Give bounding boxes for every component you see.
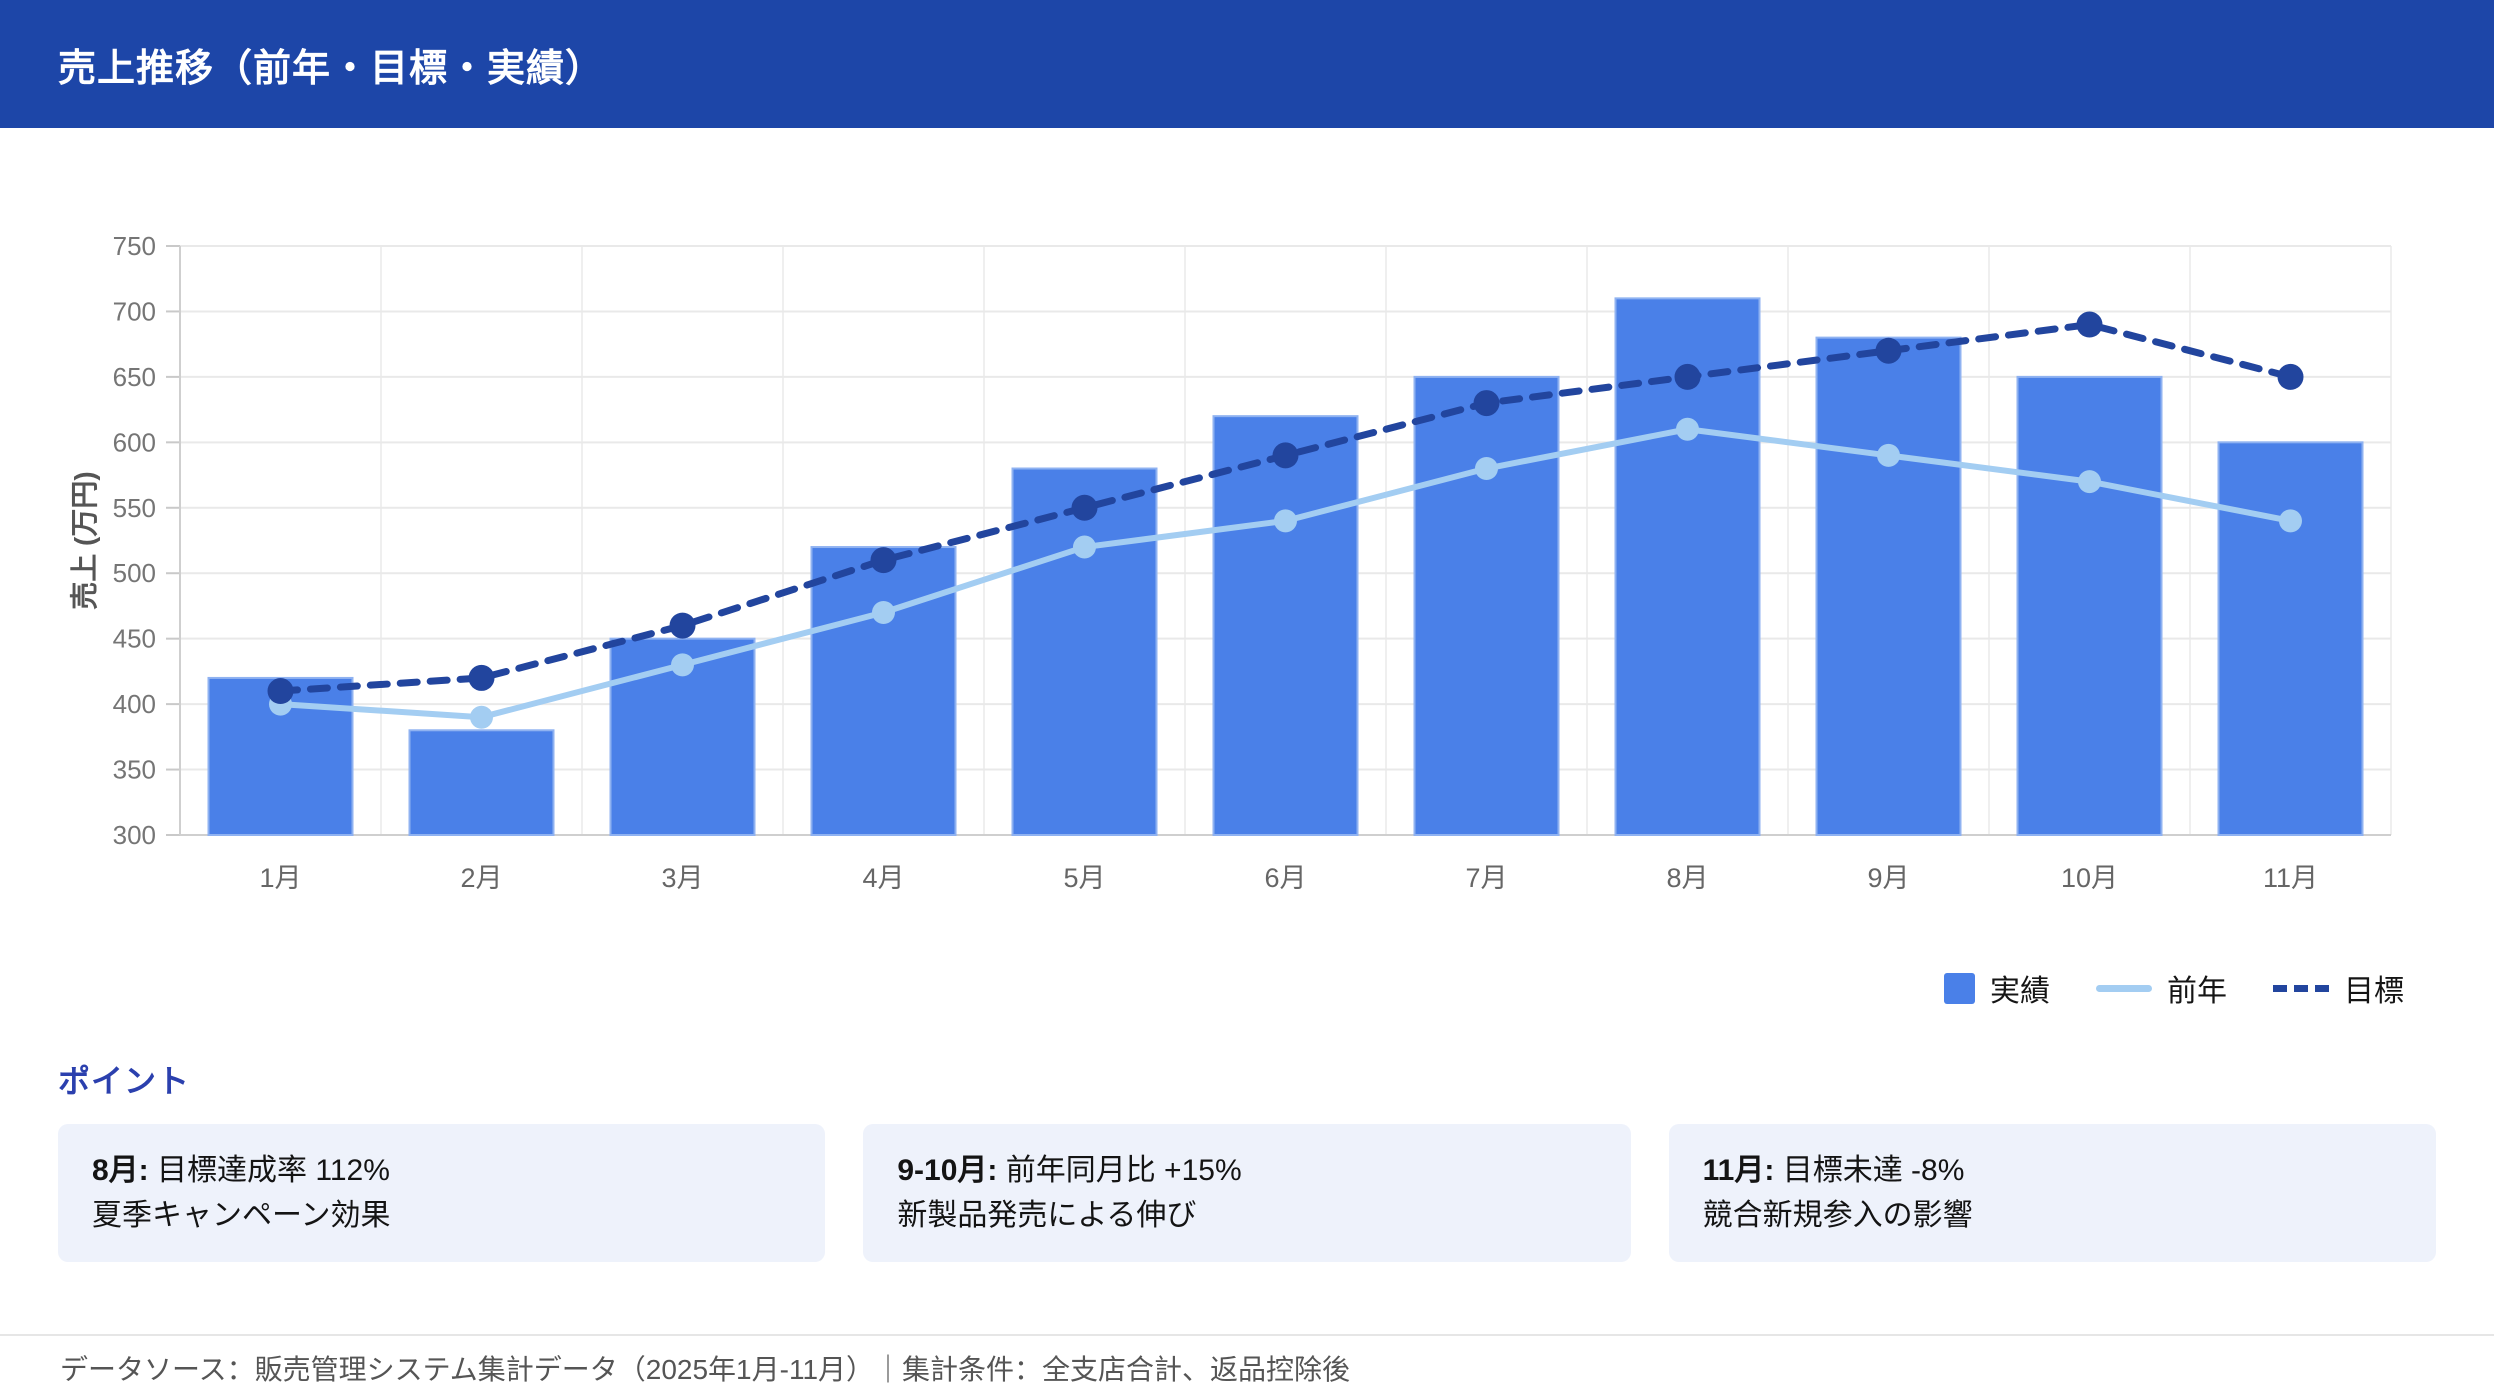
points-cards: 8月: 目標達成率 112% 夏季キャンペーン効果 9-10月: 前年同月比 +… (58, 1124, 2436, 1262)
chart-legend: 実績 前年 目標 (1944, 966, 2404, 1010)
point-card-line1: 8月: 目標達成率 112% (92, 1148, 791, 1193)
x-tick-label: 10月 (2061, 863, 2118, 893)
前年-point-7月 (1475, 457, 1498, 481)
x-tick-label: 2月 (460, 863, 502, 893)
bar-6月 (1212, 415, 1359, 836)
actual-bar-swatch-icon (1944, 972, 1975, 1004)
目標-point-2月 (468, 664, 495, 691)
report-title: 売上推移（前年・目標・実績） (58, 47, 605, 90)
legend-item-target: 目標 (2273, 966, 2404, 1010)
point-card-text: 目標達成率 112% (157, 1154, 390, 1187)
目標-point-5月 (1071, 494, 1098, 521)
prev-year-line-swatch-icon (2096, 984, 2152, 992)
x-tick-label: 7月 (1465, 863, 1507, 893)
x-tick-label: 9月 (1867, 863, 1909, 893)
目標-point-10月 (2076, 311, 2103, 338)
point-card-note: 夏季キャンペーン効果 (92, 1199, 391, 1232)
report-header: 売上推移（前年・目標・実績） (0, 0, 2494, 128)
前年-point-8月 (1676, 417, 1699, 441)
point-card-note: 新製品発売による伸び (897, 1199, 1197, 1232)
x-tick-label: 1月 (259, 863, 301, 893)
x-tick-label: 5月 (1063, 863, 1105, 893)
point-card-sep-oct: 9-10月: 前年同月比 +15% 新製品発売による伸び (863, 1124, 1631, 1262)
x-tick-label: 6月 (1264, 863, 1306, 893)
y-tick-label: 750 (113, 231, 156, 261)
目標-point-7月 (1473, 390, 1500, 417)
前年-point-5月 (1073, 535, 1096, 559)
前年-point-10月 (2078, 470, 2101, 494)
前年-point-11月 (2279, 509, 2302, 533)
sales-chart-canvas: 300 350 400 450 500 550 600 650 700 750 売上 (万円) 1月 2… (69, 231, 2392, 893)
point-card-label: 9-10月: (897, 1154, 998, 1187)
目標-point-3月 (669, 612, 696, 639)
y-tick-label: 500 (113, 558, 156, 588)
目標-point-4月 (870, 547, 897, 574)
point-card-november: 11月: 目標未達 -8% 競合新規参入の影響 (1668, 1124, 2436, 1262)
y-tick-label: 700 (113, 296, 156, 326)
y-tick-label: 650 (113, 362, 156, 392)
x-tick-label: 8月 (1666, 863, 1708, 893)
target-dashed-line-swatch-icon (2273, 984, 2329, 992)
legend-item-actual: 実績 (1944, 966, 2050, 1010)
point-card-note: 競合新規参入の影響 (1702, 1199, 1973, 1232)
目標-point-11月 (2277, 363, 2304, 390)
y-axis-title: 売上 (万円) (69, 471, 100, 609)
x-tick-label: 3月 (661, 863, 703, 893)
point-card-line1: 9-10月: 前年同月比 +15% (897, 1148, 1596, 1193)
point-card-august: 8月: 目標達成率 112% 夏季キャンペーン効果 (58, 1124, 826, 1262)
bar-4月 (810, 546, 957, 836)
bar-11月 (2217, 441, 2364, 836)
目標-point-9月 (1875, 337, 1902, 364)
point-card-label: 11月: (1702, 1154, 1775, 1187)
footer-divider (0, 1334, 2494, 1336)
y-tick-label: 450 (113, 624, 156, 654)
bar-9月 (1815, 336, 1962, 836)
legend-label-actual: 実績 (1990, 975, 2050, 1008)
前年-point-3月 (671, 653, 694, 677)
point-card-label: 8月: (92, 1154, 149, 1187)
y-tick-label: 350 (113, 755, 156, 785)
前年-point-4月 (872, 600, 895, 624)
bar-2月 (408, 729, 555, 836)
y-tick-label: 400 (113, 689, 156, 719)
bar-10月 (2016, 375, 2163, 836)
目標-point-8月 (1674, 363, 1701, 390)
目標-point-1月 (267, 678, 294, 705)
bar-7月 (1413, 375, 1560, 836)
x-tick-label: 11月 (2263, 863, 2318, 893)
前年-point-9月 (1877, 443, 1900, 467)
points-heading: ポイント (58, 1063, 191, 1099)
point-card-text: 前年同月比 +15% (1005, 1154, 1242, 1187)
y-tick-label: 300 (113, 820, 156, 850)
legend-item-prev-year: 前年 (2096, 966, 2227, 1010)
point-card-text: 目標未達 -8% (1782, 1154, 1965, 1187)
x-tick-label: 4月 (862, 863, 904, 893)
前年-point-2月 (470, 705, 493, 729)
前年-point-6月 (1274, 509, 1297, 533)
legend-label-prev-year: 前年 (2167, 975, 2227, 1008)
y-tick-label: 550 (113, 493, 156, 523)
data-source-note: データソース：販売管理システム集計データ（2025年1月-11月）｜集計条件：全… (60, 1354, 1351, 1385)
y-tick-label: 600 (113, 427, 156, 457)
legend-label-target: 目標 (2344, 975, 2404, 1008)
bar-5月 (1011, 467, 1158, 836)
point-card-line1: 11月: 目標未達 -8% (1703, 1148, 2402, 1193)
目標-point-6月 (1272, 442, 1299, 469)
